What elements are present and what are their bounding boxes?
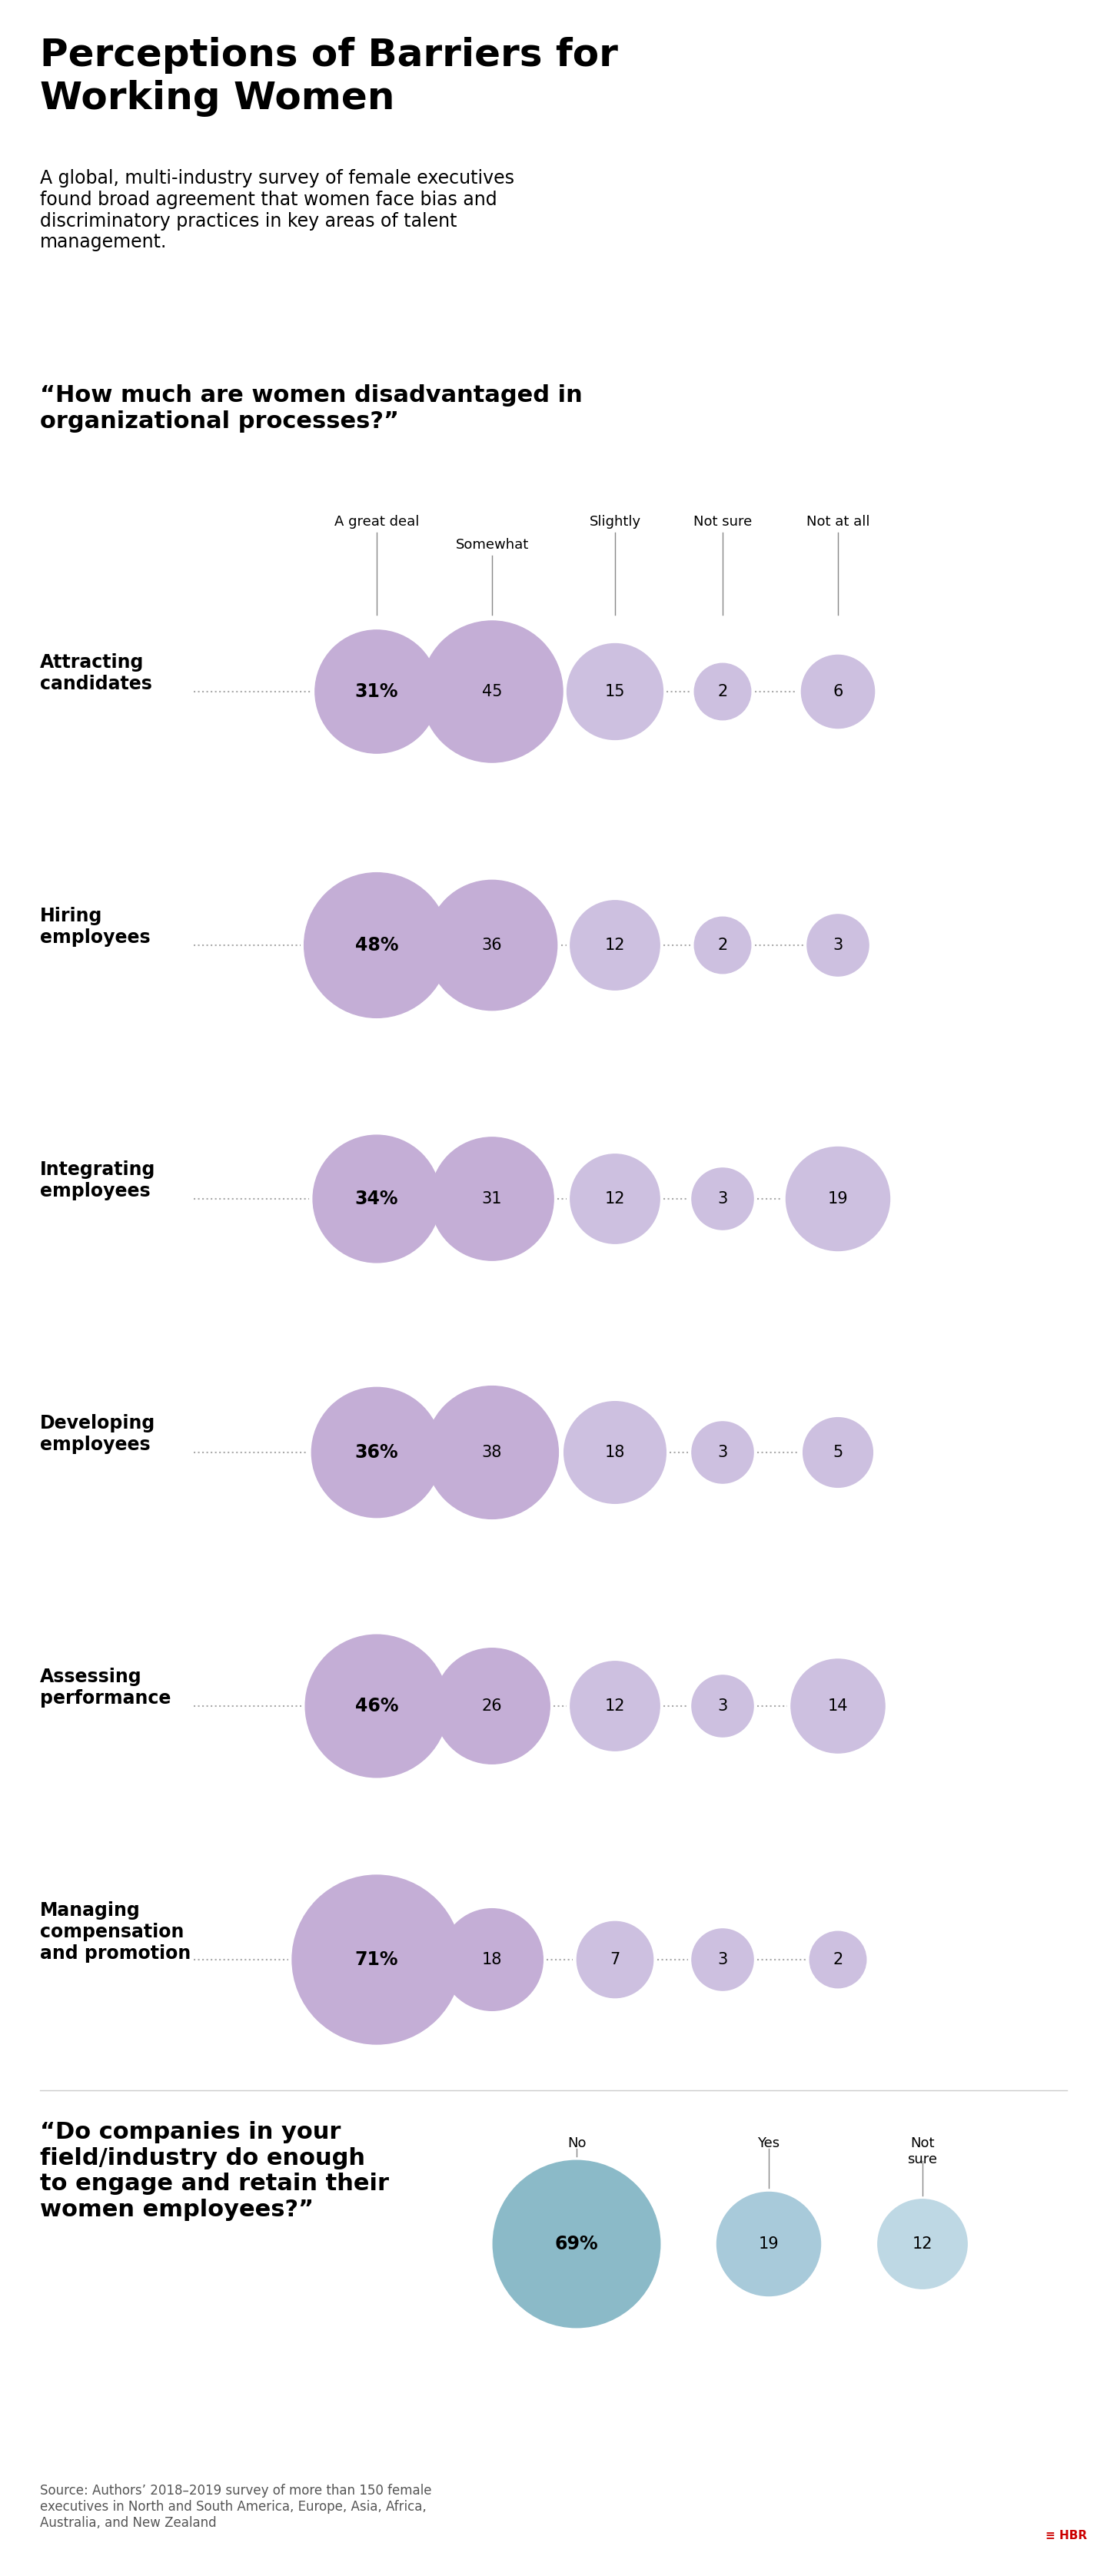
Text: 18: 18 <box>604 1445 625 1461</box>
Circle shape <box>801 654 875 729</box>
Text: A global, multi-industry survey of female executives
found broad agreement that : A global, multi-industry survey of femal… <box>40 170 515 252</box>
Text: 15: 15 <box>604 685 625 698</box>
Text: 19: 19 <box>828 1190 848 1206</box>
Text: 31: 31 <box>482 1190 503 1206</box>
Text: Developing
employees: Developing employees <box>40 1414 155 1453</box>
Text: 36%: 36% <box>355 1443 399 1461</box>
Circle shape <box>434 1649 550 1765</box>
Text: 31%: 31% <box>355 683 399 701</box>
Circle shape <box>692 1674 754 1736</box>
Text: ≡ HBR: ≡ HBR <box>1045 2530 1087 2543</box>
Circle shape <box>807 914 869 976</box>
Circle shape <box>692 1167 754 1229</box>
Text: 45: 45 <box>482 685 503 698</box>
Text: 3: 3 <box>717 1190 727 1206</box>
Circle shape <box>493 2161 660 2329</box>
Circle shape <box>306 1636 448 1777</box>
Text: Perceptions of Barriers for
Working Women: Perceptions of Barriers for Working Wome… <box>40 36 618 116</box>
Circle shape <box>304 873 449 1018</box>
Circle shape <box>694 665 751 719</box>
Text: 3: 3 <box>832 938 844 953</box>
Text: Slightly: Slightly <box>589 515 641 528</box>
Text: 38: 38 <box>482 1445 503 1461</box>
Circle shape <box>792 1659 884 1754</box>
Text: Not at all: Not at all <box>806 515 870 528</box>
Circle shape <box>427 881 557 1010</box>
Text: 2: 2 <box>832 1953 844 1968</box>
Text: 12: 12 <box>604 938 625 953</box>
Text: 46%: 46% <box>355 1698 399 1716</box>
Circle shape <box>692 1929 754 1991</box>
Text: 6: 6 <box>832 685 844 698</box>
Text: Assessing
performance: Assessing performance <box>40 1667 170 1708</box>
Circle shape <box>565 1401 666 1504</box>
Text: 14: 14 <box>828 1698 848 1713</box>
Text: 69%: 69% <box>555 2236 598 2254</box>
Circle shape <box>717 2192 820 2295</box>
Circle shape <box>692 1422 754 1484</box>
Circle shape <box>577 1922 653 1999</box>
Text: Attracting
candidates: Attracting candidates <box>40 654 152 693</box>
Text: Source: Authors’ 2018–2019 survey of more than 150 female
executives in North an: Source: Authors’ 2018–2019 survey of mor… <box>40 2483 432 2530</box>
Text: Not
sure: Not sure <box>908 2136 938 2166</box>
Text: 18: 18 <box>482 1953 503 1968</box>
Circle shape <box>694 917 751 974</box>
Circle shape <box>809 1932 866 1989</box>
Circle shape <box>315 631 438 752</box>
Text: 19: 19 <box>758 2236 779 2251</box>
Text: Somewhat: Somewhat <box>455 538 529 551</box>
Circle shape <box>803 1417 872 1486</box>
Text: 12: 12 <box>912 2236 933 2251</box>
Text: 12: 12 <box>604 1190 625 1206</box>
Text: 5: 5 <box>832 1445 844 1461</box>
Text: 2: 2 <box>717 685 727 698</box>
Text: 71%: 71% <box>355 1950 399 1968</box>
Circle shape <box>422 621 562 762</box>
Text: 2: 2 <box>717 938 727 953</box>
Text: 34%: 34% <box>355 1190 399 1208</box>
Text: 3: 3 <box>717 1445 727 1461</box>
Circle shape <box>311 1388 442 1517</box>
Text: “Do companies in your
field/industry do enough
to engage and retain their
women : “Do companies in your field/industry do … <box>40 2120 389 2221</box>
Text: No: No <box>567 2136 586 2151</box>
Circle shape <box>570 902 660 989</box>
Circle shape <box>570 1662 660 1752</box>
Text: 12: 12 <box>604 1698 625 1713</box>
Text: Managing
compensation
and promotion: Managing compensation and promotion <box>40 1901 190 1963</box>
Text: Not sure: Not sure <box>693 515 752 528</box>
Circle shape <box>878 2200 968 2287</box>
Text: A great deal: A great deal <box>334 515 420 528</box>
Circle shape <box>313 1136 441 1262</box>
Text: 3: 3 <box>717 1698 727 1713</box>
Circle shape <box>292 1875 462 2045</box>
Text: 26: 26 <box>482 1698 503 1713</box>
Circle shape <box>567 644 663 739</box>
Text: 48%: 48% <box>355 935 399 956</box>
Text: 3: 3 <box>717 1953 727 1968</box>
Text: 36: 36 <box>482 938 503 953</box>
Text: 7: 7 <box>610 1953 620 1968</box>
Text: “How much are women disadvantaged in
organizational processes?”: “How much are women disadvantaged in org… <box>40 384 582 433</box>
Text: Integrating
employees: Integrating employees <box>40 1162 156 1200</box>
Circle shape <box>431 1136 554 1260</box>
Circle shape <box>786 1146 890 1252</box>
Circle shape <box>570 1154 660 1244</box>
Text: Yes: Yes <box>757 2136 780 2151</box>
Text: Hiring
employees: Hiring employees <box>40 907 151 948</box>
Circle shape <box>441 1909 542 2012</box>
Circle shape <box>425 1386 558 1520</box>
